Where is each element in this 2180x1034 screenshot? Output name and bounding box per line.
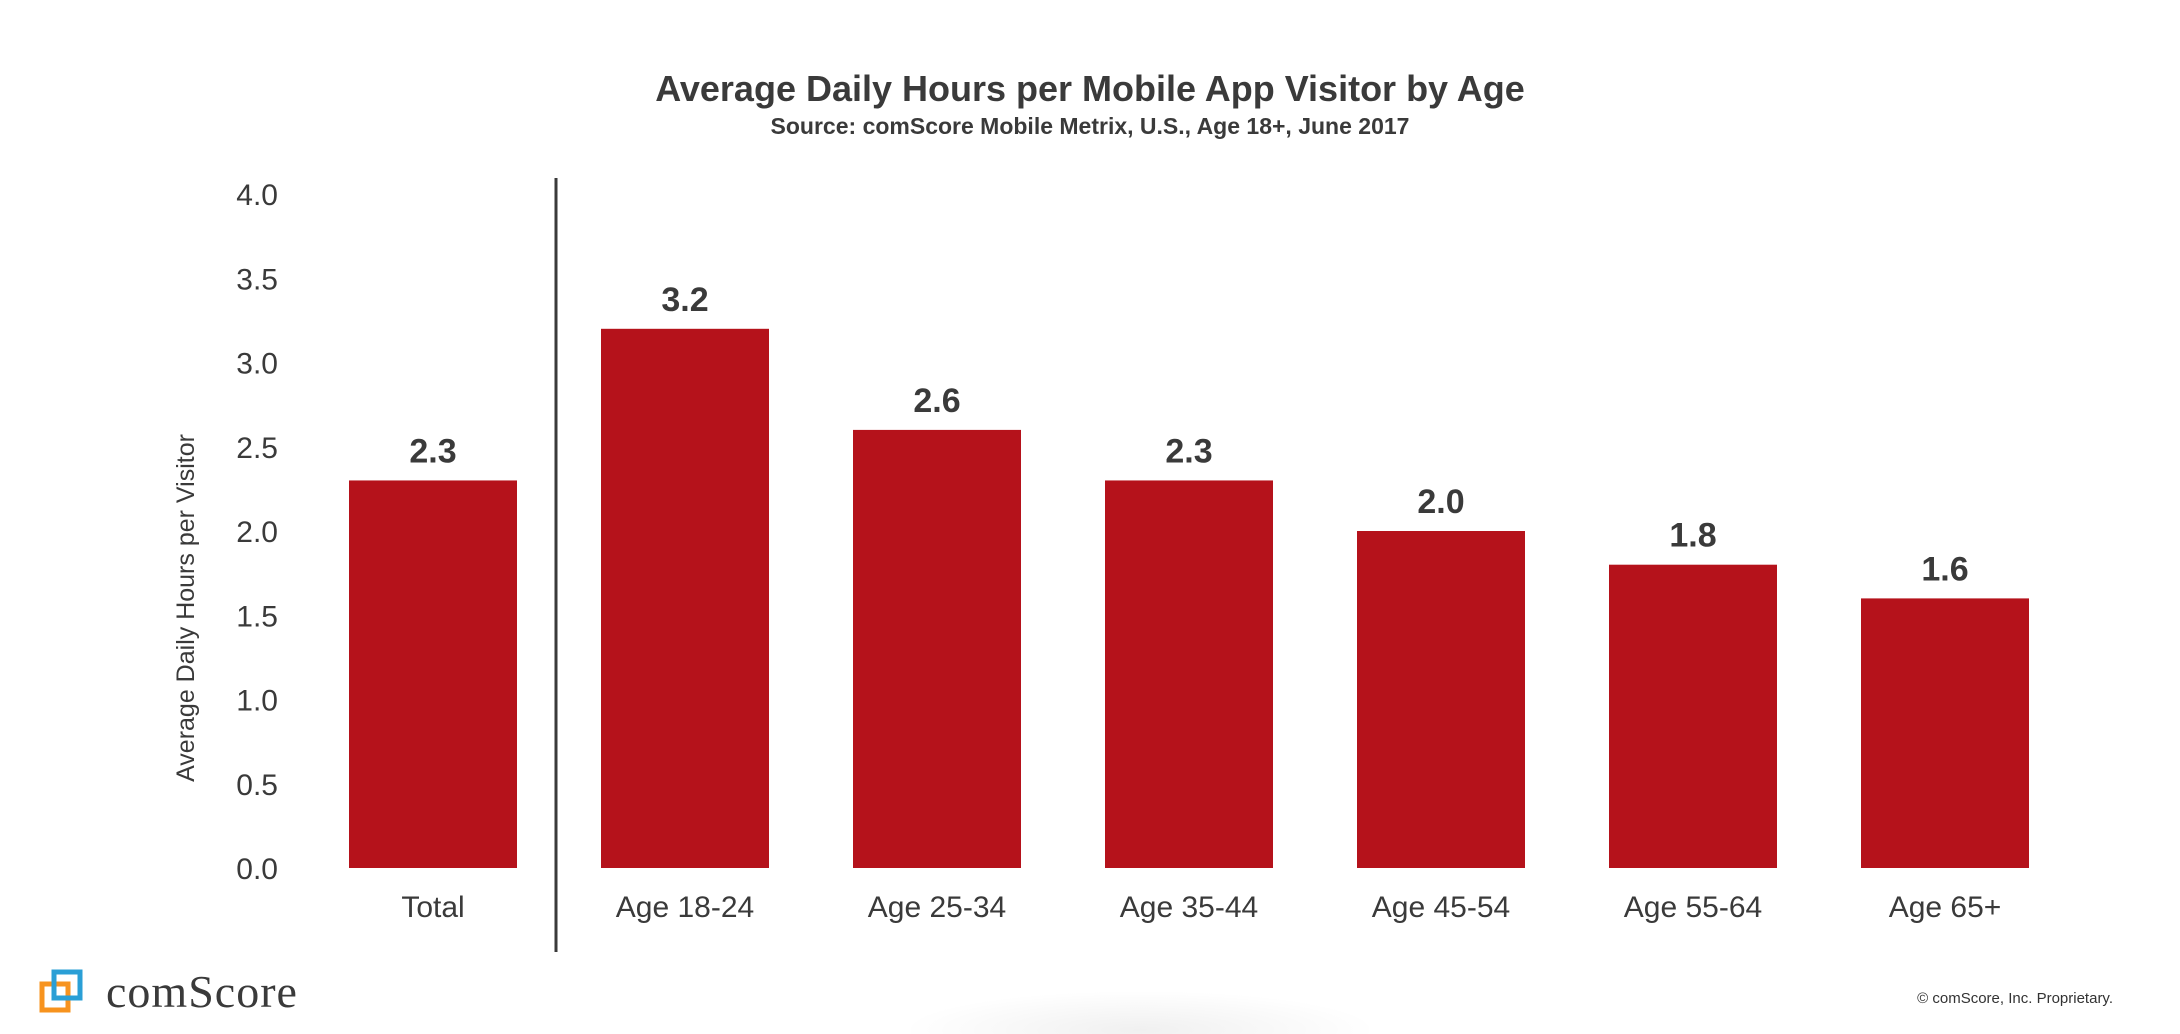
- bar: [853, 429, 1021, 868]
- x-tick-label: Age 35-44: [1120, 891, 1258, 924]
- y-tick-label: 3.5: [236, 263, 278, 296]
- data-label: 2.6: [913, 382, 960, 420]
- y-tick-label: 0.0: [236, 853, 278, 886]
- y-tick-label: 1.5: [236, 600, 278, 633]
- y-tick-label: 4.0: [236, 179, 278, 212]
- y-tick-label: 1.0: [236, 685, 278, 718]
- x-tick-label: Age 55-64: [1624, 891, 1762, 924]
- bars-group: [349, 328, 2029, 868]
- bar: [349, 480, 517, 868]
- data-label: 2.0: [1417, 483, 1464, 521]
- bar: [1609, 564, 1777, 868]
- data-label: 2.3: [1165, 432, 1212, 470]
- x-tick-label: Age 45-54: [1372, 891, 1510, 924]
- bar: [601, 328, 769, 868]
- chart-subtitle: Source: comScore Mobile Metrix, U.S., Ag…: [771, 113, 1410, 139]
- y-tick-label: 0.5: [236, 769, 278, 802]
- chart-title: Average Daily Hours per Mobile App Visit…: [655, 68, 1525, 109]
- copyright-text: © comScore, Inc. Proprietary.: [1917, 990, 2113, 1007]
- y-tick-label: 2.0: [236, 516, 278, 549]
- x-tick-label: Age 25-34: [868, 891, 1006, 924]
- comscore-logo: comScore: [38, 965, 298, 1017]
- data-labels-group: 2.3 3.2 2.6 2.3 2.0 1.8 1.6: [409, 281, 1968, 589]
- data-label: 3.2: [661, 281, 708, 319]
- logo-text: comScore: [106, 965, 298, 1017]
- y-tick-label: 2.5: [236, 432, 278, 465]
- data-label: 1.6: [1921, 550, 1968, 588]
- data-label: 2.3: [409, 432, 456, 470]
- x-axis-ticks: Total Age 18-24 Age 25-34 Age 35-44 Age 45-5…: [401, 891, 2001, 924]
- bar: [1357, 531, 1525, 868]
- comscore-logo-icon: [39, 969, 83, 1013]
- x-tick-label: Age 18-24: [616, 891, 754, 924]
- y-tick-label: 3.0: [236, 348, 278, 381]
- bar: [1105, 480, 1273, 868]
- data-label: 1.8: [1669, 517, 1716, 555]
- bar: [1861, 598, 2029, 868]
- x-tick-label: Total: [401, 891, 464, 924]
- y-axis-label: Average Daily Hours per Visitor: [172, 434, 200, 782]
- x-tick-label: Age 65+: [1889, 891, 2002, 924]
- y-axis-ticks: 0.0 0.5 1.0 1.5 2.0 2.5 3.0 3.5 4.0: [236, 179, 278, 886]
